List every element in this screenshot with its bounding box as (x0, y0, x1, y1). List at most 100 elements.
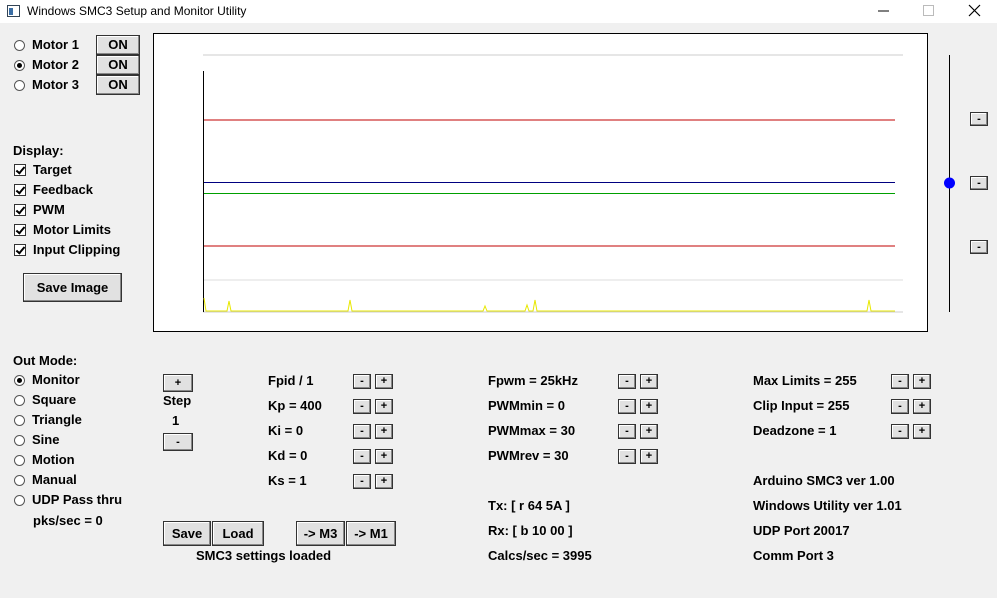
display-heading: Display: (13, 143, 64, 158)
display-label: PWM (33, 202, 65, 217)
limits-label: Max Limits = 255 (753, 373, 857, 388)
slider[interactable] (940, 50, 960, 315)
window-title: Windows SMC3 Setup and Monitor Utility (27, 4, 247, 18)
display-checkbox[interactable] (14, 184, 26, 196)
pid-plus-button[interactable]: + (375, 449, 393, 464)
motor-on-button[interactable]: ON (96, 35, 140, 55)
display-checkbox[interactable] (14, 204, 26, 216)
pid-minus-button[interactable]: - (353, 449, 371, 464)
pid-minus-button[interactable]: - (353, 399, 371, 414)
out-mode-radio[interactable] (14, 475, 25, 486)
status-text: SMC3 settings loaded (196, 548, 332, 563)
limits-plus-button[interactable]: + (913, 424, 931, 439)
info-text: Comm Port 3 (753, 548, 834, 563)
out-mode-radio[interactable] (14, 375, 25, 386)
step-minus-button[interactable]: - (163, 433, 193, 451)
pwm-plus-button[interactable]: + (640, 424, 658, 439)
display-label: Input Clipping (33, 242, 121, 257)
display-checkbox[interactable] (14, 164, 26, 176)
limits-plus-button[interactable]: + (913, 399, 931, 414)
pwm-plus-button[interactable]: + (640, 399, 658, 414)
motor-label: Motor 3 (32, 77, 79, 92)
pid-label: Ks = 1 (268, 473, 307, 488)
pwm-label: PWMrev = 30 (488, 448, 569, 463)
pid-label: Ki = 0 (268, 423, 304, 438)
pid-label: Fpid / 1 (268, 373, 314, 388)
info-text: UDP Port 20017 (753, 523, 850, 538)
limits-plus-button[interactable]: + (913, 374, 931, 389)
motor-on-button[interactable]: ON (96, 75, 140, 95)
pid-plus-button[interactable]: + (375, 474, 393, 489)
pwm-line (203, 297, 895, 312)
limits-minus-button[interactable]: - (891, 399, 909, 414)
window-controls[interactable] (870, 0, 990, 22)
motor-on-button[interactable]: ON (96, 55, 140, 75)
motor-radio[interactable] (14, 40, 25, 51)
packet-rate: pks/sec = 0 (33, 513, 103, 528)
limits-minus-button[interactable]: - (891, 424, 909, 439)
out-mode-radio[interactable] (14, 455, 25, 466)
out-mode-label: Motion (32, 452, 75, 467)
out-mode-radio[interactable] (14, 415, 25, 426)
pid-label: Kd = 0 (268, 448, 308, 463)
motor-radio[interactable] (14, 80, 25, 91)
out-mode-label: Triangle (32, 412, 82, 427)
step-label: Step (163, 393, 192, 408)
out-mode-heading: Out Mode: (13, 353, 78, 368)
info-text: Windows Utility ver 1.01 (753, 498, 902, 513)
slider-button[interactable]: - (970, 176, 988, 190)
out-mode-label: Monitor (32, 372, 80, 387)
pwm-label: Fpwm = 25kHz (488, 373, 578, 388)
to-m3-button[interactable]: -> M3 (296, 521, 345, 546)
title-bar: Windows SMC3 Setup and Monitor Utility (0, 0, 997, 23)
pwm-minus-button[interactable]: - (618, 374, 636, 389)
app-icon (7, 5, 20, 17)
comms-text: Tx: [ r 64 5A ] (488, 498, 570, 513)
pid-minus-button[interactable]: - (353, 374, 371, 389)
motor-label: Motor 2 (32, 57, 79, 72)
to-m1-button[interactable]: -> M1 (346, 521, 396, 546)
pwm-minus-button[interactable]: - (618, 449, 636, 464)
comms-text: Calcs/sec = 3995 (488, 548, 592, 563)
pwm-label: PWMmax = 30 (488, 423, 576, 438)
pwm-minus-button[interactable]: - (618, 399, 636, 414)
out-mode-radio[interactable] (14, 495, 25, 506)
display-label: Feedback (33, 182, 93, 197)
slider-button[interactable]: - (970, 112, 988, 126)
save-button[interactable]: Save (163, 521, 211, 546)
info-text: Arduino SMC3 ver 1.00 (753, 473, 895, 488)
pwm-minus-button[interactable]: - (618, 424, 636, 439)
comms-text: Rx: [ b 10 00 ] (488, 523, 573, 538)
display-checkbox[interactable] (14, 244, 26, 256)
pid-plus-button[interactable]: + (375, 424, 393, 439)
display-label: Target (33, 162, 72, 177)
limits-minus-button[interactable]: - (891, 374, 909, 389)
display-checkbox[interactable] (14, 224, 26, 236)
pwm-plus-button[interactable]: + (640, 374, 658, 389)
pid-minus-button[interactable]: - (353, 424, 371, 439)
out-mode-radio[interactable] (14, 395, 25, 406)
motor-label: Motor 1 (32, 37, 79, 52)
pwm-label: PWMmin = 0 (488, 398, 565, 413)
step-value: 1 (172, 413, 180, 428)
out-mode-label: Square (32, 392, 77, 407)
load-button[interactable]: Load (212, 521, 264, 546)
out-mode-label: Manual (32, 472, 77, 487)
motor-radio[interactable] (14, 60, 25, 71)
limits-label: Deadzone = 1 (753, 423, 837, 438)
pid-plus-button[interactable]: + (375, 399, 393, 414)
plot (153, 33, 928, 332)
display-label: Motor Limits (33, 222, 111, 237)
pid-plus-button[interactable]: + (375, 374, 393, 389)
out-mode-radio[interactable] (14, 435, 25, 446)
out-mode-label: Sine (32, 432, 60, 447)
step-plus-button[interactable]: + (163, 374, 193, 392)
pwm-plus-button[interactable]: + (640, 449, 658, 464)
save-image-button[interactable]: Save Image (23, 273, 122, 302)
limits-label: Clip Input = 255 (753, 398, 850, 413)
pid-minus-button[interactable]: - (353, 474, 371, 489)
pid-label: Kp = 400 (268, 398, 322, 413)
slider-button[interactable]: - (970, 240, 988, 254)
out-mode-label: UDP Pass thru (32, 492, 123, 507)
